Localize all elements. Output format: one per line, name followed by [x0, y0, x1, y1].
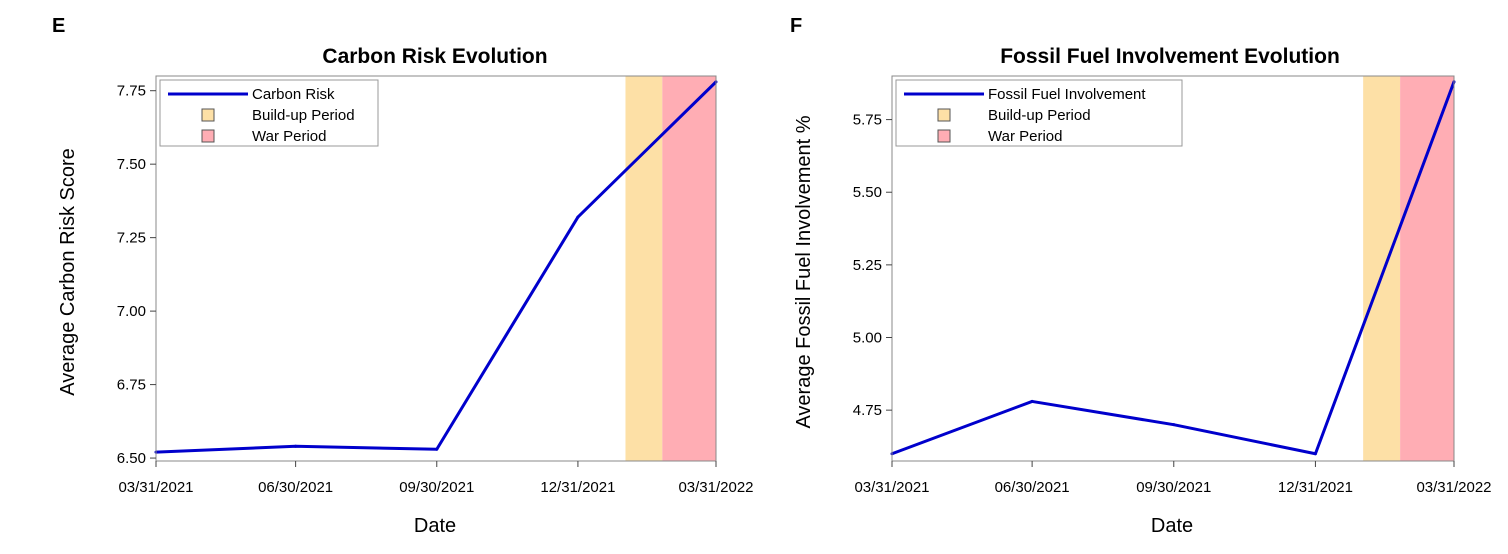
- y-tick-label: 4.75: [853, 402, 882, 419]
- legend-entry: War Period: [988, 128, 1062, 145]
- plot-area: 03/31/2021 06/30/2021 09/30/2021 12/31/2021…: [117, 75, 754, 496]
- x-tick-label: 03/31/2021: [854, 479, 929, 496]
- legend: Carbon Risk Build-up Period War Period: [159, 79, 379, 147]
- y-axis-label: Average Fossil Fuel Involvement %: [793, 115, 815, 428]
- x-axis-label: Date: [414, 515, 456, 537]
- legend-entry: Build-up Period: [988, 107, 1091, 124]
- data-point: [1172, 423, 1176, 427]
- panel-letter: F: [790, 15, 802, 37]
- panel-letter: E: [52, 15, 65, 37]
- y-tick-label: 7.25: [117, 230, 146, 247]
- period-band-war: [1400, 76, 1454, 461]
- y-tick-label: 5.25: [853, 257, 882, 274]
- x-tick-label: 06/30/2021: [258, 479, 333, 496]
- period-band-war: [662, 76, 716, 461]
- chart-title: Carbon Risk Evolution: [322, 45, 547, 68]
- y-tick-label: 5.75: [853, 112, 882, 129]
- x-axis-label: Date: [1151, 515, 1193, 537]
- chart-panel-e: E Carbon Risk Evolution 03/31/2021 06/30/…: [52, 15, 754, 537]
- legend: Fossil Fuel Involvement Build-up Period Wa…: [895, 79, 1183, 147]
- legend-entry: Fossil Fuel Involvement: [988, 86, 1146, 103]
- legend-box: [159, 79, 379, 147]
- legend-box-swatch: [937, 129, 951, 143]
- y-axis-label: Average Carbon Risk Score: [57, 148, 79, 396]
- y-tick-label: 5.50: [853, 184, 882, 201]
- legend-box-swatch: [201, 129, 215, 143]
- x-tick-label: 03/31/2022: [678, 479, 753, 496]
- data-point: [576, 215, 580, 219]
- plot-frame: [155, 75, 717, 462]
- period-band-build-up: [625, 76, 663, 461]
- plot-frame: [891, 75, 1455, 462]
- data-point: [435, 447, 439, 451]
- y-tick-label: 7.75: [117, 83, 146, 100]
- data-point: [1313, 452, 1317, 456]
- legend-entry: Carbon Risk: [252, 86, 335, 103]
- y-tick-label: 7.50: [117, 156, 146, 173]
- y-tick-label: 6.75: [117, 377, 146, 394]
- legend-entry: Build-up Period: [252, 107, 355, 124]
- period-band-build-up: [1363, 76, 1401, 461]
- x-tick-label: 12/31/2021: [540, 479, 615, 496]
- data-point: [1030, 399, 1034, 403]
- y-tick-label: 6.50: [117, 450, 146, 467]
- x-tick-label: 09/30/2021: [1136, 479, 1211, 496]
- chart-title: Fossil Fuel Involvement Evolution: [1000, 45, 1340, 68]
- chart-panel-f: F Fossil Fuel Involvement Evolution 03/3…: [790, 15, 1492, 537]
- plot-area: 03/31/2021 06/30/2021 09/30/2021 12/31/2021…: [853, 75, 1492, 496]
- legend-box-swatch: [201, 108, 215, 122]
- x-tick-label: 03/31/2021: [118, 479, 193, 496]
- data-point: [294, 444, 298, 448]
- legend-box-swatch: [937, 108, 951, 122]
- y-tick-label: 5.00: [853, 330, 882, 347]
- x-tick-label: 12/31/2021: [1278, 479, 1353, 496]
- x-tick-label: 03/31/2022: [1416, 479, 1491, 496]
- x-tick-label: 09/30/2021: [399, 479, 474, 496]
- x-tick-label: 06/30/2021: [995, 479, 1070, 496]
- legend-entry: War Period: [252, 128, 326, 145]
- y-tick-label: 7.00: [117, 303, 146, 320]
